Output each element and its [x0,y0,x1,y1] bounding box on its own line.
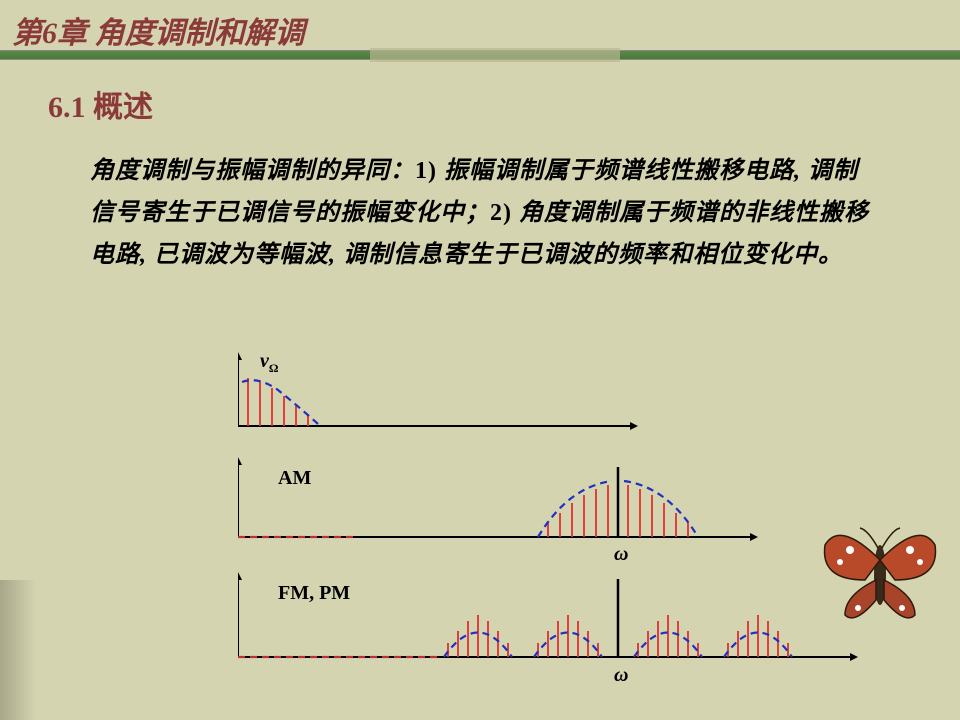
omega-label-fmpm: ω [614,664,628,687]
section-title: 6.1 概述 [48,82,153,126]
decor-overlay [370,48,620,62]
am-label: AM [278,467,311,490]
butterfly-image [810,500,950,640]
baseband-spectrum [238,352,638,438]
chapter-title: 第6章 角度调制和解调 [12,8,305,52]
v-omega-label: vΩ [260,350,279,376]
fmpm-label: FM, PM [278,582,350,605]
body-text: 角度调制与振幅调制的异同：1) 振幅调制属于频谱线性搬移电路, 调制信号寄生于已… [90,150,870,276]
omega-label-am: ω [614,543,628,566]
left-accent [0,580,36,720]
spectrum-diagrams: vΩ AM ω FM, PM ω [220,352,840,682]
header: 第6章 角度调制和解调 [0,0,960,62]
slide: 第6章 角度调制和解调 6.1 概述 角度调制与振幅调制的异同：1) 振幅调制属… [0,0,960,720]
am-spectrum [238,457,758,561]
